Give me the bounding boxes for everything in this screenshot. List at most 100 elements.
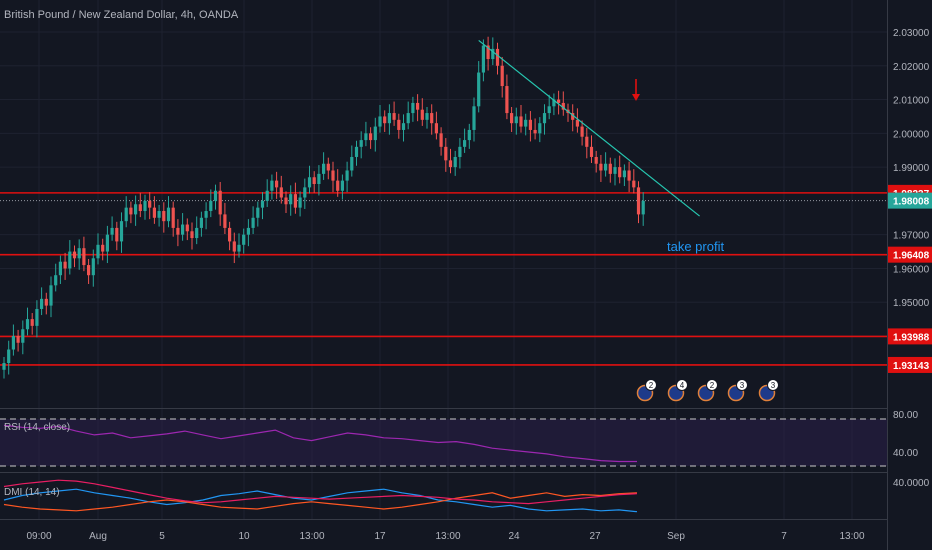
candle-body [622, 170, 626, 178]
candle-body [467, 129, 471, 141]
candle-body [185, 224, 189, 232]
candle-body [458, 146, 462, 157]
time-tick-label: 5 [159, 531, 165, 542]
time-axis[interactable]: 09:00 Aug 5 10 13:00 17 13:00 24 27 Sep 7 13:00 [26, 531, 864, 542]
candle-body [284, 197, 288, 205]
time-tick-label: Sep [667, 531, 685, 542]
dmi-tick: 40.0000 [893, 478, 930, 489]
candle-body [505, 86, 509, 114]
candle-body [604, 163, 608, 171]
candle-body [359, 140, 363, 147]
candle-body [627, 170, 631, 181]
price-tag-box [888, 246, 932, 263]
time-tick-label: 13:00 [839, 531, 864, 542]
candle-body [632, 180, 636, 188]
candle-body [63, 261, 67, 269]
candle-body [251, 217, 255, 228]
candles [2, 36, 645, 379]
candle-body [425, 113, 429, 120]
candle-body [364, 133, 368, 141]
event-count-badge [767, 379, 779, 391]
event-count-badge [645, 379, 657, 391]
candle-body [256, 207, 260, 218]
candle-body [561, 102, 565, 110]
time-tick-label: 24 [508, 531, 520, 542]
down-arrow-icon [632, 79, 640, 101]
candle-body [439, 133, 443, 147]
candle-body [134, 204, 138, 215]
candle-body [228, 227, 232, 242]
candle-body [25, 319, 30, 330]
candle-body [434, 123, 438, 134]
event-count-badge [676, 379, 688, 391]
candle-body [599, 163, 603, 171]
candle-body [44, 298, 48, 306]
candle-body [575, 119, 579, 127]
candle-body [463, 140, 467, 147]
rsi-line [3, 424, 637, 463]
time-tick-label: 10 [238, 531, 250, 542]
candle-body [68, 251, 72, 269]
candle-body [279, 187, 283, 198]
candle-body [552, 99, 556, 107]
candle-body [148, 200, 152, 208]
candle-body [237, 244, 241, 252]
take-profit-label: take profit [667, 239, 724, 254]
candle-body [138, 204, 142, 212]
candle-body [72, 251, 77, 259]
price-tag-box [888, 328, 932, 345]
candle-body [195, 227, 199, 239]
dmi-minus-line [3, 492, 638, 512]
price-tick-label: 2.01000 [893, 96, 930, 107]
price-tag-label: 1.98008 [893, 197, 930, 208]
candle-body [289, 194, 293, 205]
candle-body [16, 336, 20, 343]
price-tag-label: 1.96408 [893, 251, 930, 262]
candle-body [636, 187, 641, 215]
economic-events[interactable]: 2 4 2 3 3 [636, 379, 779, 402]
price-tick-label: 1.99000 [893, 163, 930, 174]
candle-body [571, 113, 575, 120]
candle-body [124, 207, 128, 222]
price-tick-label: 2.02000 [893, 62, 930, 73]
rsi-tick: 40.00 [893, 448, 918, 459]
trendline[interactable] [478, 39, 700, 217]
candle-body [326, 163, 330, 171]
candle-body [477, 72, 481, 107]
candle-body [275, 180, 279, 188]
candle-body [166, 207, 171, 222]
price-tick-label: 2.00000 [893, 129, 930, 140]
event-count: 2 [649, 381, 654, 390]
event-count: 2 [710, 381, 715, 390]
price-axis[interactable]: 2.03000 2.02000 2.01000 2.00000 1.99000 1.970… [887, 0, 932, 550]
candle-body [303, 187, 307, 198]
candle-body [54, 275, 58, 286]
candle-body [589, 146, 594, 157]
candle-body [199, 217, 203, 228]
candle-body [209, 200, 213, 212]
candle-body [340, 180, 344, 191]
candle-body [91, 258, 95, 276]
candle-body [383, 116, 387, 124]
candle-body [2, 363, 6, 370]
candle-body [510, 113, 514, 124]
candle-body [392, 113, 396, 120]
event-count-badge [736, 379, 748, 391]
candle-body [500, 65, 504, 87]
candle-body [270, 180, 274, 191]
candle-body [542, 113, 547, 124]
candle-body [430, 113, 434, 124]
candle-body [30, 319, 34, 326]
candle-body [411, 102, 415, 114]
candle-body [331, 170, 335, 181]
candle-body [495, 48, 500, 66]
candle-body [345, 170, 349, 181]
symbol-title: British Pound / New Zealand Dollar, 4h, … [4, 9, 239, 21]
candle-body [265, 190, 269, 201]
candle-body [608, 163, 612, 174]
candle-body [7, 349, 11, 364]
candle-body [82, 248, 86, 266]
price-tag-label: 1.93143 [893, 361, 930, 372]
candle-body [444, 146, 448, 161]
